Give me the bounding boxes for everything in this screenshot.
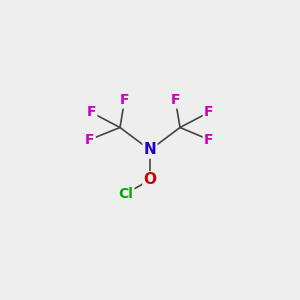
Text: F: F [87,106,96,119]
Text: F: F [120,94,129,107]
Text: F: F [204,133,213,146]
Text: F: F [171,94,180,107]
Text: Cl: Cl [118,187,134,200]
Text: N: N [144,142,156,158]
Text: O: O [143,172,157,188]
Text: F: F [204,106,213,119]
Text: F: F [85,133,95,146]
